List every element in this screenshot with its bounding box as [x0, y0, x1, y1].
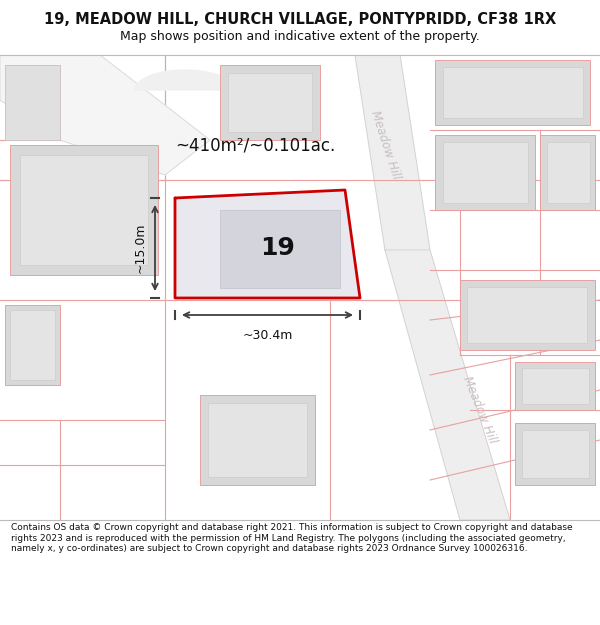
- Bar: [228, 73, 312, 132]
- Polygon shape: [385, 250, 510, 520]
- Bar: [220, 65, 320, 140]
- Text: 19: 19: [260, 236, 295, 260]
- Polygon shape: [355, 55, 430, 250]
- Text: Meadow Hill: Meadow Hill: [461, 374, 499, 446]
- Bar: [460, 280, 595, 350]
- Bar: [540, 135, 595, 210]
- Bar: [443, 142, 528, 203]
- Bar: [522, 430, 589, 478]
- Bar: [435, 60, 590, 125]
- Text: ~15.0m: ~15.0m: [134, 222, 147, 273]
- Polygon shape: [175, 190, 360, 298]
- Text: Contains OS data © Crown copyright and database right 2021. This information is : Contains OS data © Crown copyright and d…: [11, 523, 572, 553]
- Bar: [200, 395, 315, 485]
- Bar: [220, 210, 340, 288]
- Bar: [467, 287, 587, 343]
- Bar: [5, 305, 60, 385]
- Bar: [5, 65, 60, 140]
- Bar: [515, 362, 595, 410]
- Bar: [435, 135, 535, 210]
- Bar: [10, 145, 158, 275]
- Bar: [10, 310, 55, 380]
- Polygon shape: [0, 55, 210, 175]
- Bar: [208, 403, 307, 477]
- Text: Map shows position and indicative extent of the property.: Map shows position and indicative extent…: [120, 30, 480, 43]
- Text: ~30.4m: ~30.4m: [242, 329, 293, 342]
- Bar: [522, 368, 589, 404]
- Text: ~410m²/~0.101ac.: ~410m²/~0.101ac.: [175, 136, 335, 154]
- Bar: [443, 67, 583, 118]
- Bar: [20, 155, 148, 265]
- Polygon shape: [135, 70, 235, 90]
- Text: Meadow Hill: Meadow Hill: [368, 109, 402, 181]
- Bar: [547, 142, 590, 203]
- Text: 19, MEADOW HILL, CHURCH VILLAGE, PONTYPRIDD, CF38 1RX: 19, MEADOW HILL, CHURCH VILLAGE, PONTYPR…: [44, 12, 556, 27]
- Bar: [5, 65, 60, 140]
- Bar: [515, 423, 595, 485]
